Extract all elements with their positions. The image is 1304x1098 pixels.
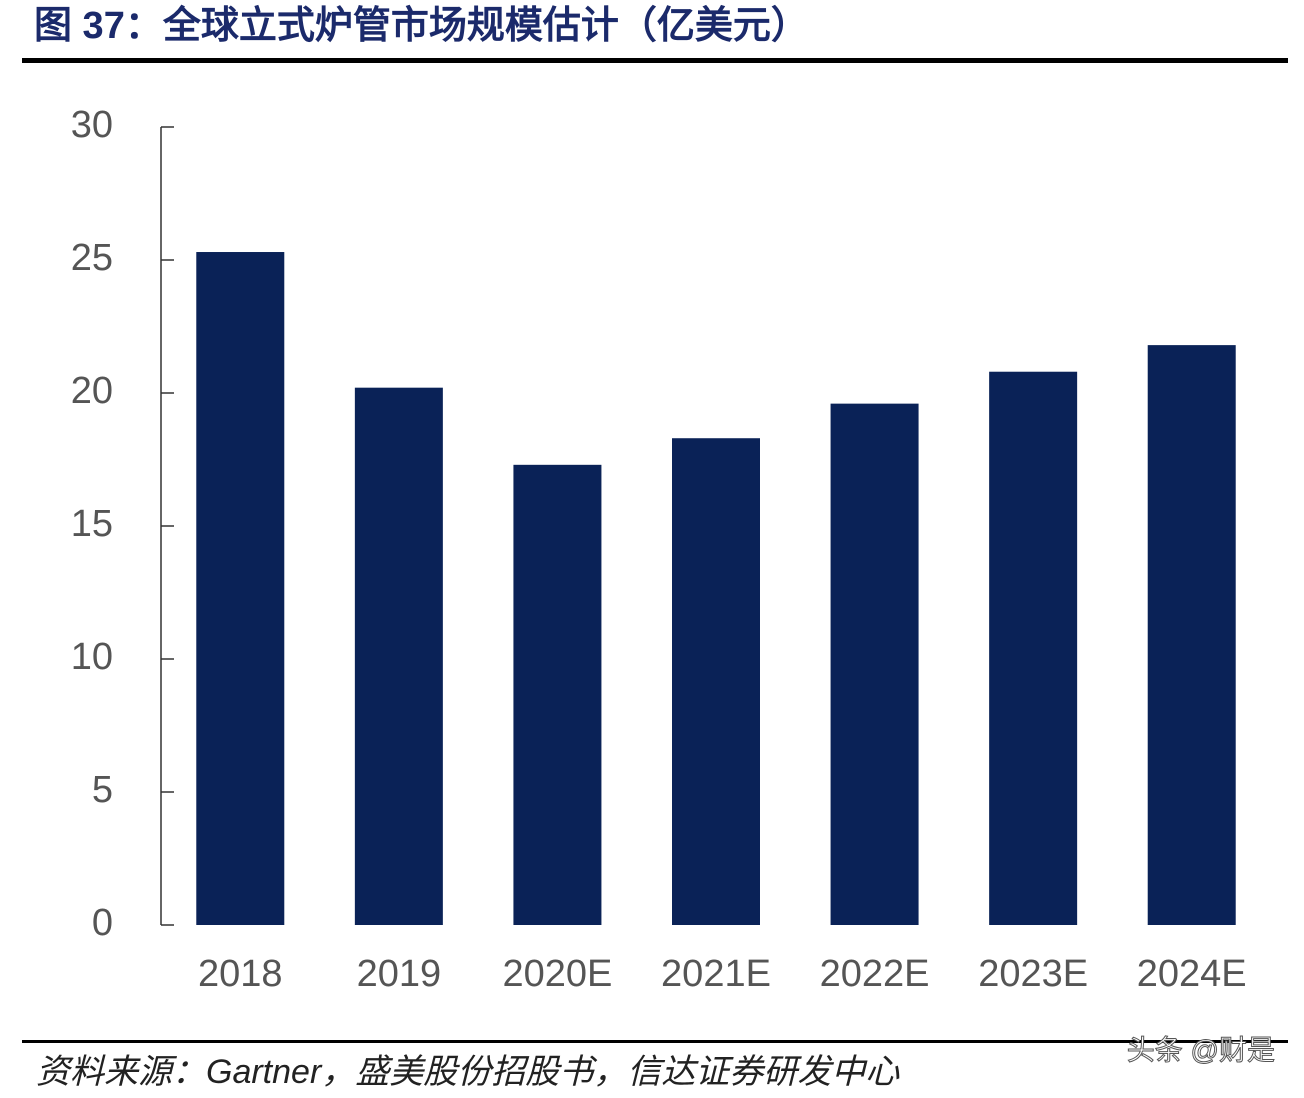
x-tick-label: 2019 bbox=[357, 953, 442, 995]
x-tick-label: 2024E bbox=[1137, 953, 1247, 995]
footer-rule bbox=[22, 1040, 1288, 1043]
bar bbox=[513, 464, 602, 925]
y-tick-label: 30 bbox=[71, 104, 113, 146]
bar bbox=[830, 403, 919, 925]
bar bbox=[989, 371, 1078, 926]
y-tick-label: 15 bbox=[71, 503, 113, 545]
y-tick-label: 20 bbox=[71, 370, 113, 412]
title-rule bbox=[22, 58, 1288, 63]
y-tick-label: 5 bbox=[92, 769, 113, 811]
x-tick-label: 2018 bbox=[198, 953, 283, 995]
chart-title: 图 37：全球立式炉管市场规模估计（亿美元） bbox=[34, 4, 809, 47]
x-tick-label: 2022E bbox=[820, 953, 930, 995]
bar bbox=[1147, 345, 1236, 925]
bar bbox=[672, 438, 760, 925]
source-note: 资料来源：Gartner，盛美股份招股书，信达证券研发中心 bbox=[36, 1053, 900, 1091]
bar bbox=[196, 252, 285, 925]
bar bbox=[354, 387, 443, 925]
x-tick-label: 2020E bbox=[502, 953, 612, 995]
x-tick-label: 2023E bbox=[978, 953, 1088, 995]
y-tick-label: 25 bbox=[71, 237, 113, 279]
y-tick-label: 10 bbox=[71, 636, 113, 678]
y-tick-label: 0 bbox=[92, 902, 113, 944]
x-tick-label: 2021E bbox=[661, 953, 771, 995]
watermark: 头条 @财是 bbox=[1127, 1034, 1275, 1065]
